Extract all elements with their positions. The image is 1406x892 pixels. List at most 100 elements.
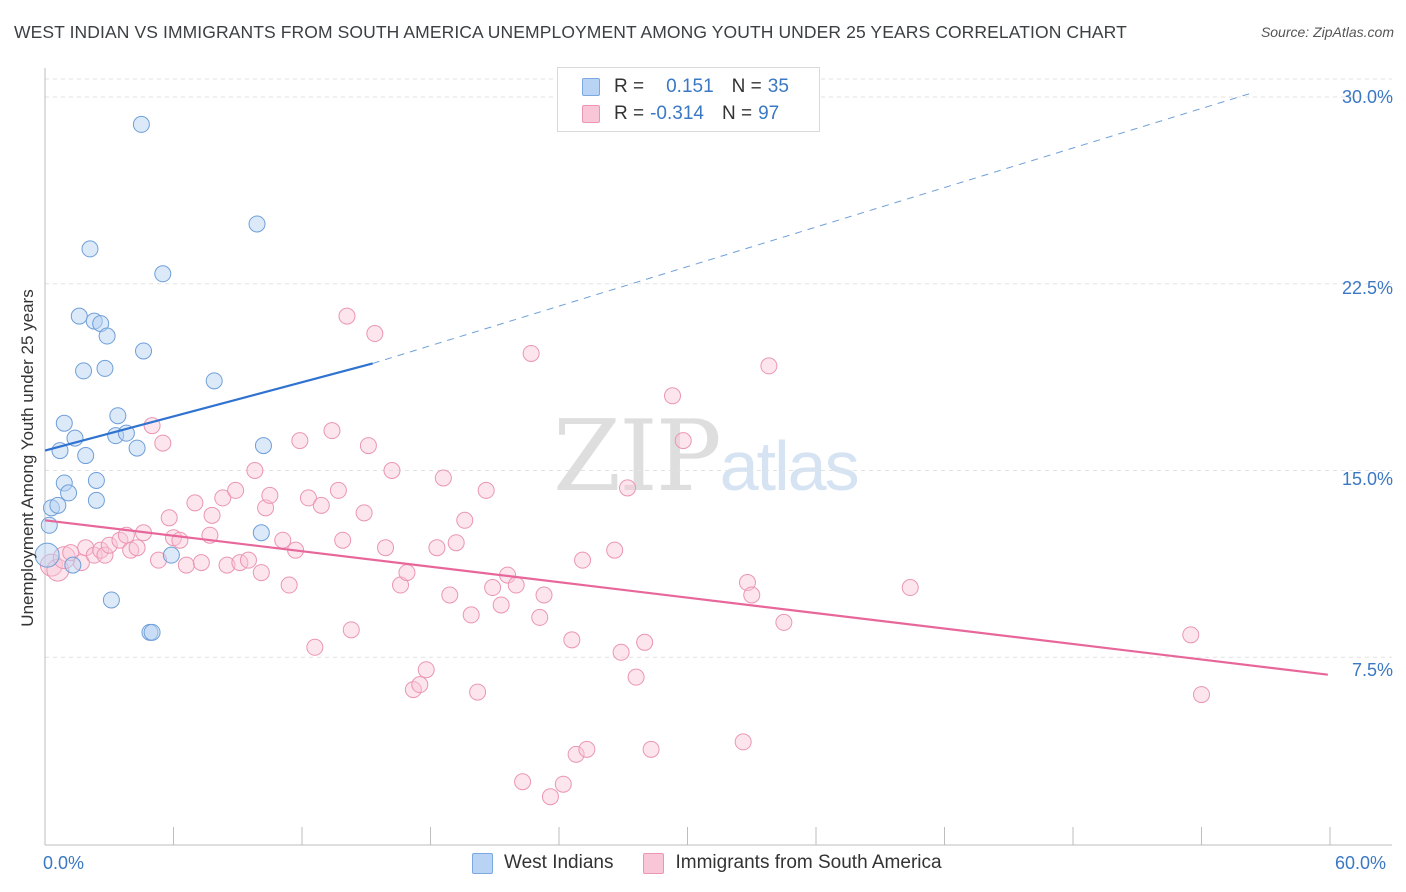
blue-point [49, 496, 67, 514]
y-axis-label: Unemployment Among Youth under 25 years [18, 289, 37, 627]
pink-point [342, 621, 360, 639]
pink-point [383, 462, 401, 479]
blue-point [64, 556, 82, 574]
pink-point [291, 432, 309, 450]
blue-point [254, 437, 272, 455]
legend-item-south-america[interactable]: Immigrants from South America [643, 852, 942, 874]
pink-point [77, 539, 95, 557]
pink-point [554, 775, 572, 793]
legend-row-west-indians: R = 0.151 N = 35 [582, 74, 789, 100]
legend-n-label: N = [721, 103, 753, 124]
pink-point [329, 481, 347, 499]
pink-point [428, 539, 446, 557]
pink-point [578, 740, 596, 758]
pink-point [535, 586, 553, 604]
x-tick-label-min: 0.0% [43, 853, 85, 873]
pink-point [214, 489, 232, 507]
pink-point [522, 344, 540, 362]
pink-point [734, 733, 752, 751]
pink-point [477, 481, 495, 499]
pink-point [627, 668, 645, 686]
pink-point [417, 661, 435, 679]
pink-point [456, 511, 474, 529]
blue-point [154, 265, 172, 283]
pink-point [606, 541, 624, 559]
pink-point [239, 551, 257, 569]
pink-point [612, 643, 630, 661]
legend-r-label: R = [614, 76, 645, 97]
blue-point [132, 115, 150, 133]
pink-point [366, 325, 384, 343]
pink-point [312, 496, 330, 514]
blue-point [109, 407, 127, 425]
pink-point [674, 432, 692, 450]
pink-point [434, 469, 452, 487]
pink-point [760, 357, 778, 375]
pink-point [192, 554, 210, 572]
pink-point [355, 504, 373, 522]
y-tick-label-15: 15.0% [1341, 469, 1393, 489]
blue-point [205, 372, 223, 390]
blue-point [55, 414, 73, 432]
pink-point [619, 479, 637, 497]
pink-point [246, 462, 264, 479]
legend-r-label: R = [614, 103, 645, 124]
watermark: ZIPatlas [553, 400, 860, 514]
legend-r-value: -0.314 [650, 103, 704, 124]
legend-item-west-indians[interactable]: West Indians [472, 852, 613, 874]
blue-point [34, 542, 60, 568]
blue-point [96, 359, 114, 377]
pink-point [203, 506, 221, 524]
blue-point [102, 591, 120, 609]
legend-label: Immigrants from South America [675, 852, 942, 873]
pink-point [160, 509, 178, 527]
pink-point [775, 613, 793, 631]
blue-point [162, 546, 180, 564]
pink-series-points [39, 307, 1210, 806]
pink-point [171, 531, 189, 549]
pink-point [901, 579, 919, 597]
pink-point [484, 579, 502, 597]
blue-point [40, 516, 58, 534]
blue-point [87, 491, 105, 509]
pink-point [261, 486, 279, 504]
pink-point [567, 745, 585, 763]
blue-point [135, 342, 153, 360]
pink-point [96, 546, 114, 564]
pink-point [541, 788, 559, 806]
pink-point [636, 633, 654, 651]
legend-label: West Indians [504, 852, 614, 873]
y-tick-label-30: 30.0% [1341, 87, 1393, 107]
pink-point [642, 740, 660, 758]
blue-trend-extension [372, 91, 1256, 364]
pink-point [469, 683, 487, 701]
watermark-atlas: atlas [719, 427, 860, 505]
legend-n-label: N = [731, 76, 762, 97]
blue-point [248, 215, 266, 233]
y-tick-label-7-5: 7.5% [1351, 660, 1393, 680]
blue-point [81, 240, 99, 258]
legend-swatch-blue [472, 852, 493, 874]
legend-n-value: 35 [767, 76, 789, 97]
pink-point [177, 556, 195, 574]
pink-trend-line [44, 519, 1328, 676]
pink-point [743, 586, 761, 604]
source-label: Source: ZipAtlas.com [1260, 24, 1394, 40]
pink-point [323, 422, 341, 440]
watermark-zip: ZIP [553, 400, 722, 514]
pink-point [359, 437, 377, 455]
pink-point [398, 564, 416, 582]
pink-point [128, 539, 146, 557]
blue-point [60, 484, 78, 502]
pink-point [563, 631, 581, 649]
grid-lines [45, 78, 1392, 658]
pink-point [154, 434, 172, 452]
pink-point [306, 638, 324, 656]
blue-point [252, 524, 270, 542]
legend-r-value: 0.151 [666, 76, 714, 97]
pink-point [227, 481, 245, 499]
blue-point [75, 362, 93, 380]
blue-point [98, 327, 116, 345]
pink-point [507, 576, 525, 594]
